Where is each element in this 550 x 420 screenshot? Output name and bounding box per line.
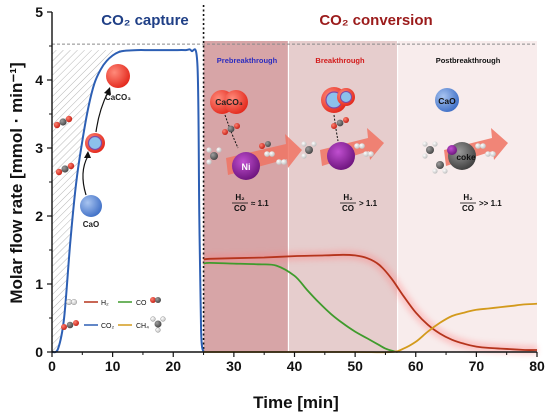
cao-label: CaO [438, 96, 456, 106]
y-tick-label: 1 [35, 276, 43, 292]
ratio-annotation-break: H₂ CO > 1.1 [340, 193, 378, 213]
x-axis-title: Time [min] [253, 393, 339, 412]
methane-molecule-icon [432, 161, 448, 174]
methane-molecule-icon [206, 147, 222, 165]
svg-text:H₂: H₂ [463, 193, 473, 202]
prebreakthrough-band [203, 41, 289, 352]
phase-label-prebreakthrough: Prebreakthrough [217, 56, 278, 65]
legend: H₂ CO CO₂ CH₄ [61, 297, 166, 333]
y-tick-label: 2 [35, 208, 43, 224]
ratio-annotation-post: H₂ CO >> 1.1 [460, 193, 502, 213]
co2-molecule-icon [55, 162, 75, 176]
h2-molecule-icon [475, 143, 496, 157]
co-molecule-icon [259, 141, 271, 149]
legend-co2-icon [61, 320, 79, 330]
conversion-title: CO₂ conversion [319, 12, 432, 29]
legend-ch4-label: CH₄ [136, 323, 149, 330]
legend-co-icon [150, 297, 161, 303]
x-tick-label: 0 [48, 358, 56, 374]
ni-particle-icon [327, 142, 355, 170]
ni-label: Ni [242, 162, 251, 172]
x-tick-label: 60 [408, 358, 424, 374]
legend-ch4-icon [150, 316, 166, 333]
svg-text:CO: CO [462, 204, 474, 213]
x-tick-label: 30 [226, 358, 242, 374]
legend-h2-label: H₂ [101, 300, 109, 307]
axes: 0 10 20 30 40 50 60 70 80 0 1 2 3 4 5 [35, 4, 545, 374]
y-tick-label: 3 [35, 140, 43, 156]
legend-co-label: CO [136, 300, 147, 307]
release-arrow-icon [333, 114, 339, 142]
capture-arrowhead-icon [84, 151, 91, 158]
core-shell-inner-icon [340, 91, 352, 103]
caco3-particle-icon [224, 90, 248, 114]
y-tick-label: 5 [35, 4, 43, 20]
cao-label: CaO [83, 220, 99, 229]
svg-text:> 1.1: > 1.1 [359, 199, 378, 208]
legend-h2-icon [65, 299, 77, 306]
postbreakthrough-illustration: CaO coke [422, 88, 508, 174]
h2-molecule-icon [354, 143, 374, 157]
x-tick-label: 70 [469, 358, 485, 374]
capture-illustration: CaCO₃ CaO [53, 64, 131, 229]
svg-text:CO: CO [342, 204, 354, 213]
postbreakthrough-band [397, 41, 537, 352]
capture-title: CO₂ capture [101, 12, 189, 29]
series-line-h2 [203, 253, 538, 351]
svg-text:≈ 1.1: ≈ 1.1 [251, 199, 269, 208]
h2-molecule-icon [264, 151, 287, 165]
caco3-label: CaCO₃ [215, 97, 243, 107]
series-line-co [203, 262, 398, 353]
co2-molecule-icon [53, 115, 73, 129]
legend-co2-label: CO₂ [101, 323, 115, 330]
x-tick-label: 20 [165, 358, 181, 374]
ni-core-icon [447, 145, 457, 155]
core-shell-inner-icon [87, 135, 103, 151]
prebreakthrough-illustration: CaCO₃ Ni [206, 90, 302, 180]
captured-co2-area [52, 50, 131, 352]
ni-particle-icon [232, 152, 260, 180]
caco3-particle-icon [106, 64, 130, 88]
x-tick-label: 50 [347, 358, 363, 374]
y-tick-label: 0 [35, 344, 43, 360]
co2-molecule-icon [331, 117, 349, 129]
coke-label: coke [456, 152, 476, 162]
methane-molecule-icon [301, 141, 317, 159]
cao-particle-icon [80, 195, 102, 217]
series-line-co2 [51, 48, 205, 354]
release-arrow-icon [224, 114, 239, 149]
y-tick-label: 4 [35, 72, 43, 88]
co2-molecule-icon [222, 123, 240, 135]
x-tick-label: 40 [287, 358, 303, 374]
y-axis-title: Molar flow rate [mmol · min⁻¹] [7, 62, 26, 303]
cao-particle-icon [435, 88, 459, 112]
capture-arrow-icon [82, 155, 89, 196]
x-tick-label: 10 [105, 358, 121, 374]
capture-arrowhead-2-icon [104, 87, 111, 95]
phase-label-breakthrough: Breakthrough [315, 56, 365, 65]
capture-arrow-2-icon [95, 91, 109, 133]
ratio-annotation-pre: H₂ CO ≈ 1.1 [232, 193, 269, 213]
phase-label-postbreakthrough: Postbreakthrough [436, 56, 501, 65]
breakthrough-illustration [301, 87, 384, 170]
svg-text:H₂: H₂ [235, 193, 245, 202]
svg-text:CO: CO [234, 204, 246, 213]
svg-text:>> 1.1: >> 1.1 [479, 199, 502, 208]
caco3-label: CaCO₃ [105, 93, 131, 102]
x-tick-label: 80 [529, 358, 545, 374]
svg-text:H₂: H₂ [343, 193, 353, 202]
methane-molecule-icon [422, 141, 438, 159]
